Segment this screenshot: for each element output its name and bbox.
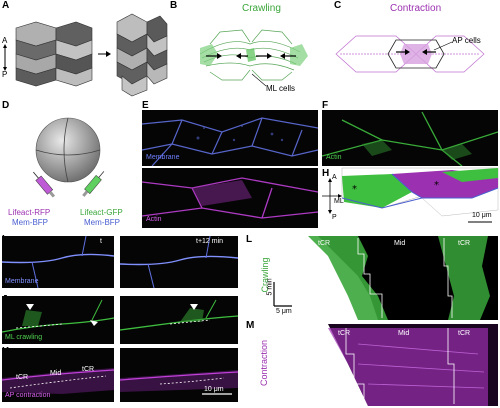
k-tcr-right: tCR <box>82 366 95 373</box>
crawling-title: Crawling <box>242 3 281 14</box>
crawling-kymograph <box>298 236 498 320</box>
time-t-label: t <box>100 238 102 245</box>
actin-green-network <box>322 111 498 166</box>
l-scale-v: 5 min <box>266 278 274 296</box>
lifeact-gfp-label: Lifeact-GFP <box>80 208 123 217</box>
panel-l-kymograph: tCR Mid tCR <box>298 236 498 320</box>
k-scale-bar: 10 μm <box>204 386 224 393</box>
membrane-network <box>142 117 318 166</box>
l-tcr-right: tCR <box>458 240 471 247</box>
actin-caption-purple: Actin <box>146 216 162 223</box>
axis-p-label: P <box>2 70 8 79</box>
lifeact-rfp-label: Lifeact-RFP <box>8 208 51 217</box>
panel-label-m: M <box>246 320 255 331</box>
panel-h-segmentation: * * A ML P 10 μm <box>322 167 499 232</box>
membrane-caption-i: Membrane <box>5 278 39 285</box>
l-tcr-left: tCR <box>318 240 331 247</box>
k-mid: Mid <box>50 370 62 377</box>
axis-a-label: A <box>2 36 8 45</box>
panel-i-right-image: t+12 min <box>120 236 238 288</box>
actin-caption-green: Actin <box>326 154 342 161</box>
panel-k-left-image: tCR Mid tCR AP contraction <box>2 348 114 402</box>
panel-m-kymograph: tCR Mid tCR <box>298 324 498 406</box>
contraction-kymograph <box>298 324 498 406</box>
panel-label-h: H <box>322 168 330 179</box>
contraction-title: Contraction <box>390 3 442 14</box>
panel-e-membrane-image: Membrane <box>142 110 318 166</box>
l-scale-graphic <box>273 282 292 307</box>
contraction-side-label: Contraction <box>259 339 269 387</box>
panel-a-schematic: A P <box>2 13 168 97</box>
embryo-diagram <box>33 117 105 198</box>
ap-cells-label: AP cells <box>452 36 481 45</box>
panel-f-actin-image: Actin <box>322 110 498 166</box>
panel-i-left-image: t Membrane <box>2 236 114 288</box>
crawling-diagram <box>199 29 308 87</box>
panel-b-crawling: ML cells <box>170 14 332 98</box>
m-tcr-right: tCR <box>458 330 471 337</box>
ml-cells-label: ML cells <box>266 84 296 93</box>
h-axis-ml: ML <box>334 198 344 205</box>
mem-bfp-left-label: Mem-BFP <box>12 218 48 227</box>
panel-label-a: A <box>2 0 10 11</box>
actin-purple-network <box>142 177 318 219</box>
panel-label-c: C <box>334 0 342 11</box>
h-scale-bar: 10 μm <box>472 212 492 219</box>
panel-g-actin-image: Actin <box>142 168 318 228</box>
tissue-diagram <box>3 13 168 97</box>
panel-label-e: E <box>142 100 149 111</box>
panel-k-right-image: 10 μm <box>120 348 238 402</box>
panel-j-right-image <box>120 296 238 344</box>
mem-bfp-right-label: Mem-BFP <box>84 218 120 227</box>
membrane-caption: Membrane <box>146 154 180 161</box>
contraction-side-label-box: Contraction <box>258 324 270 406</box>
panel-label-f: F <box>322 100 329 111</box>
m-mid: Mid <box>398 330 410 337</box>
l-mid: Mid <box>394 240 406 247</box>
contraction-right-image <box>120 370 238 395</box>
crawling-right-image <box>120 299 238 331</box>
h-axis-a: A <box>332 174 337 181</box>
ml-crawling-caption: ML crawling <box>5 334 43 341</box>
ap-contraction-caption: AP contraction <box>5 392 51 399</box>
panel-label-d: D <box>2 100 10 111</box>
contraction-left-image <box>2 368 114 394</box>
panel-label-l: L <box>246 234 253 245</box>
membrane-t-right <box>120 236 238 288</box>
panel-label-b: B <box>170 0 178 11</box>
svg-text:*: * <box>352 184 357 195</box>
contraction-diagram <box>335 35 485 73</box>
crawling-left-image <box>2 299 114 333</box>
l-scale-h: 5 μm <box>276 308 292 315</box>
panel-c-contraction: AP cells <box>334 14 498 98</box>
panel-j-left-image: ML crawling <box>2 296 114 344</box>
panel-d-embryo: Lifeact-RFP Mem-BFP Lifeact-GFP Mem-BFP <box>2 110 138 234</box>
svg-text:*: * <box>434 180 439 191</box>
time-t12-label: t+12 min <box>196 238 224 245</box>
segmentation-diagram: * * <box>322 167 499 223</box>
h-axis-p: P <box>332 214 337 221</box>
l-scale-bars: 5 min <box>267 278 294 310</box>
membrane-t-left <box>2 236 114 288</box>
m-tcr-left: tCR <box>338 330 351 337</box>
k-tcr-left: tCR <box>16 374 29 381</box>
